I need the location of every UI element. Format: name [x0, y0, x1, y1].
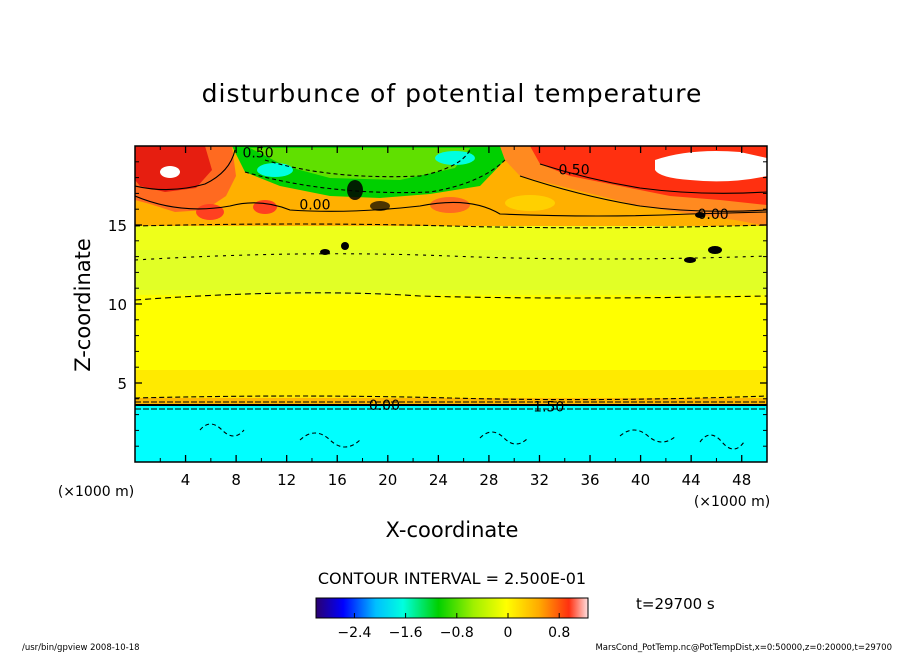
contour-line-lower-4 — [619, 429, 677, 443]
x-tick-label: 8 — [231, 471, 241, 489]
x-axis: 4 8 12 16 20 24 28 32 36 40 44 48 — [159, 146, 751, 489]
contour-line-right-high — [519, 175, 767, 212]
x-tick-label: 24 — [429, 471, 448, 489]
contour-label: 1.50 — [533, 400, 564, 416]
upper-right-peak — [655, 151, 767, 182]
x-tick-label: 20 — [378, 471, 397, 489]
y-tick-label: 5 — [117, 375, 127, 393]
footer-left: /usr/bin/gpview 2008-10-18 — [22, 643, 140, 653]
contour-lines — [135, 149, 767, 450]
contour-line-upper-boundary — [135, 223, 767, 229]
contour-line-lower-2 — [299, 432, 361, 448]
mid-tint-band — [135, 250, 767, 290]
colorbar-tick-label: −2.4 — [337, 625, 371, 641]
x-axis-label: X-coordinate — [386, 518, 519, 542]
warm-blob-1 — [196, 204, 224, 220]
x-tick-label: 32 — [530, 471, 549, 489]
contour-cluster-4 — [341, 242, 349, 250]
warm-blob-4 — [505, 195, 555, 211]
contour-line-mid-2 — [135, 253, 767, 261]
x-tick-label: 28 — [479, 471, 498, 489]
y-unit-label: (×1000 m) — [58, 484, 134, 500]
contour-cluster-6 — [708, 246, 722, 254]
colorbar — [315, 597, 589, 619]
contour-line-mid-1 — [135, 292, 767, 301]
contour-cluster-3 — [320, 249, 330, 255]
y-axis: 5 10 15 — [108, 161, 767, 447]
x-tick-label: 36 — [580, 471, 599, 489]
time-label: t=29700 s — [636, 595, 715, 613]
upper-left-peak — [160, 166, 180, 178]
contour-labels: 0.50 0.50 0.00 0.00 0.00 1.50 — [242, 145, 728, 416]
contour-line-lower-3 — [479, 431, 529, 445]
colorbar-tick-label: 0 — [504, 625, 513, 641]
contour-label: 0.50 — [242, 145, 273, 161]
lower-layer-fill — [135, 406, 767, 462]
x-unit-label: (×1000 m) — [694, 494, 770, 510]
contour-line-center-neg-2 — [264, 149, 471, 178]
x-tick-label: 4 — [181, 471, 191, 489]
upper-center-green — [250, 148, 470, 180]
colorbar-tick-label: 0.8 — [548, 625, 570, 641]
contour-clusters — [320, 180, 722, 263]
warm-blob-2 — [253, 200, 277, 214]
x-tick-label: 40 — [631, 471, 650, 489]
colorbar-tick-label: −1.6 — [389, 625, 423, 641]
contour-line-left-high — [135, 149, 236, 191]
x-tick-label: 16 — [328, 471, 347, 489]
x-tick-label: 44 — [682, 471, 701, 489]
chart-title: disturbunce of potential temperature — [202, 79, 703, 108]
upper-center-cool-1 — [257, 163, 293, 177]
contour-line-lower-5 — [699, 434, 745, 450]
contour-label: 0.50 — [558, 163, 589, 179]
contour-cluster-2 — [370, 201, 390, 211]
x-tick-label: 48 — [732, 471, 751, 489]
y-tick-label: 15 — [108, 217, 127, 235]
contour-line-zero-upper — [135, 195, 767, 217]
colorbar-ticks: −2.4 −1.6 −0.8 0 0.8 — [337, 613, 570, 641]
upper-center-cool-2 — [435, 151, 475, 165]
upper-mid-band — [135, 225, 767, 295]
contour-line-interface-4 — [135, 395, 767, 401]
footer-right: MarsCond_PotTemp.nc@PotTempDist,x=0:5000… — [595, 643, 892, 653]
contour-label: 0.00 — [697, 207, 728, 223]
contour-cluster-1 — [347, 180, 363, 200]
colorbar-tick-label: −0.8 — [440, 625, 474, 641]
y-tick-label: 10 — [108, 296, 127, 314]
contour-line-right-peak — [539, 163, 767, 194]
contour-line-lower-1 — [199, 423, 245, 437]
plot-area: 0.50 0.50 0.00 0.00 0.00 1.50 — [135, 145, 767, 462]
contour-label: 0.00 — [299, 197, 330, 213]
warm-blob-3 — [430, 197, 470, 213]
contour-cluster-7 — [695, 212, 705, 218]
contour-label: 0.00 — [369, 398, 400, 414]
contour-interval-label: CONTOUR INTERVAL = 2.500E-01 — [318, 569, 586, 588]
x-tick-label: 12 — [277, 471, 296, 489]
contour-cluster-5 — [684, 257, 696, 263]
y-axis-label: Z-coordinate — [71, 238, 95, 372]
